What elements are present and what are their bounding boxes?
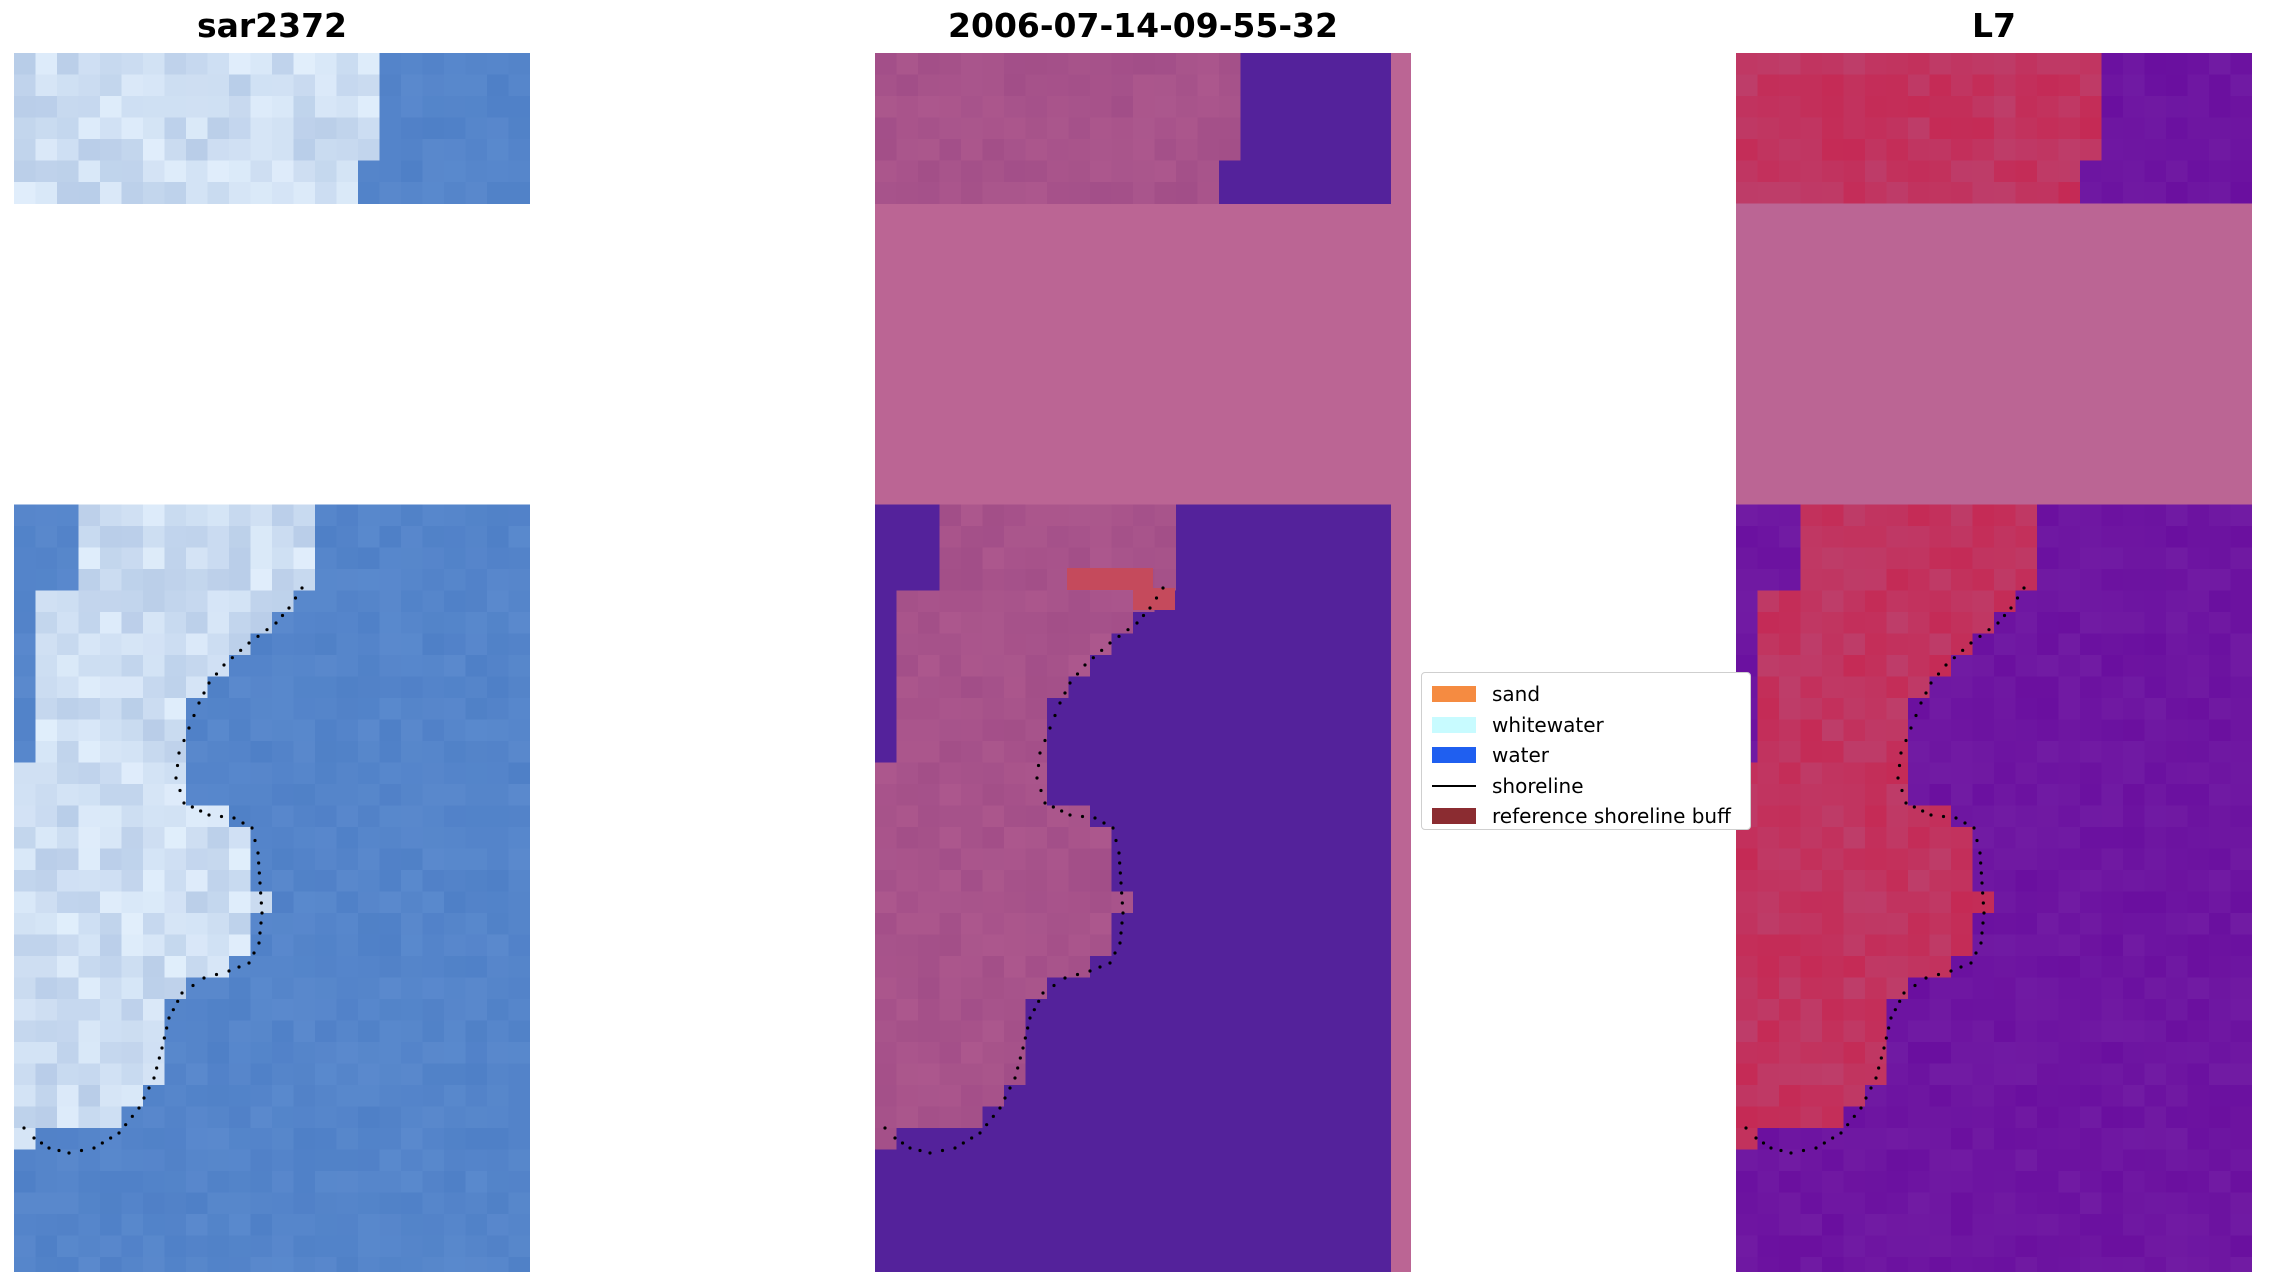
legend-swatch-water [1432, 747, 1476, 764]
legend-label-water: water [1492, 743, 1549, 768]
legend-item-whitewater: whitewater [1432, 710, 1740, 741]
legend-item-water: water [1432, 740, 1740, 771]
legend-item-sand: sand [1432, 679, 1740, 710]
rgb-image [14, 53, 530, 1272]
legend-label-reference-buffer: reference shoreline buff [1492, 804, 1731, 829]
legend-swatch-sand [1432, 686, 1476, 703]
legend-label-sand: sand [1492, 682, 1541, 707]
rgb-image-panel [14, 53, 530, 1272]
legend-swatch-whitewater [1432, 716, 1476, 733]
legend-line-shoreline [1432, 784, 1476, 787]
panel-title-rgb: sar2372 [196, 6, 348, 45]
legend: sand whitewater water shoreline referenc… [1421, 672, 1751, 830]
panel-title-classification: 2006-07-14-09-55-32 [948, 6, 1338, 45]
mndwi-shoreline [1744, 586, 2026, 1155]
classification-image [875, 53, 1411, 1272]
legend-item-reference-buffer: reference shoreline buff [1432, 801, 1740, 832]
panel-title-mndwi: L7 [1972, 6, 2016, 45]
mndwi-image-panel [1736, 53, 2252, 1272]
legend-item-shoreline: shoreline [1432, 771, 1740, 802]
classification-shoreline [883, 586, 1165, 1155]
classification-image-panel [875, 53, 1411, 1272]
mndwi-image [1736, 53, 2252, 1272]
legend-label-shoreline: shoreline [1492, 773, 1584, 798]
rgb-shoreline [22, 586, 304, 1155]
legend-label-whitewater: whitewater [1492, 712, 1604, 737]
legend-swatch-reference-buffer [1432, 808, 1476, 825]
